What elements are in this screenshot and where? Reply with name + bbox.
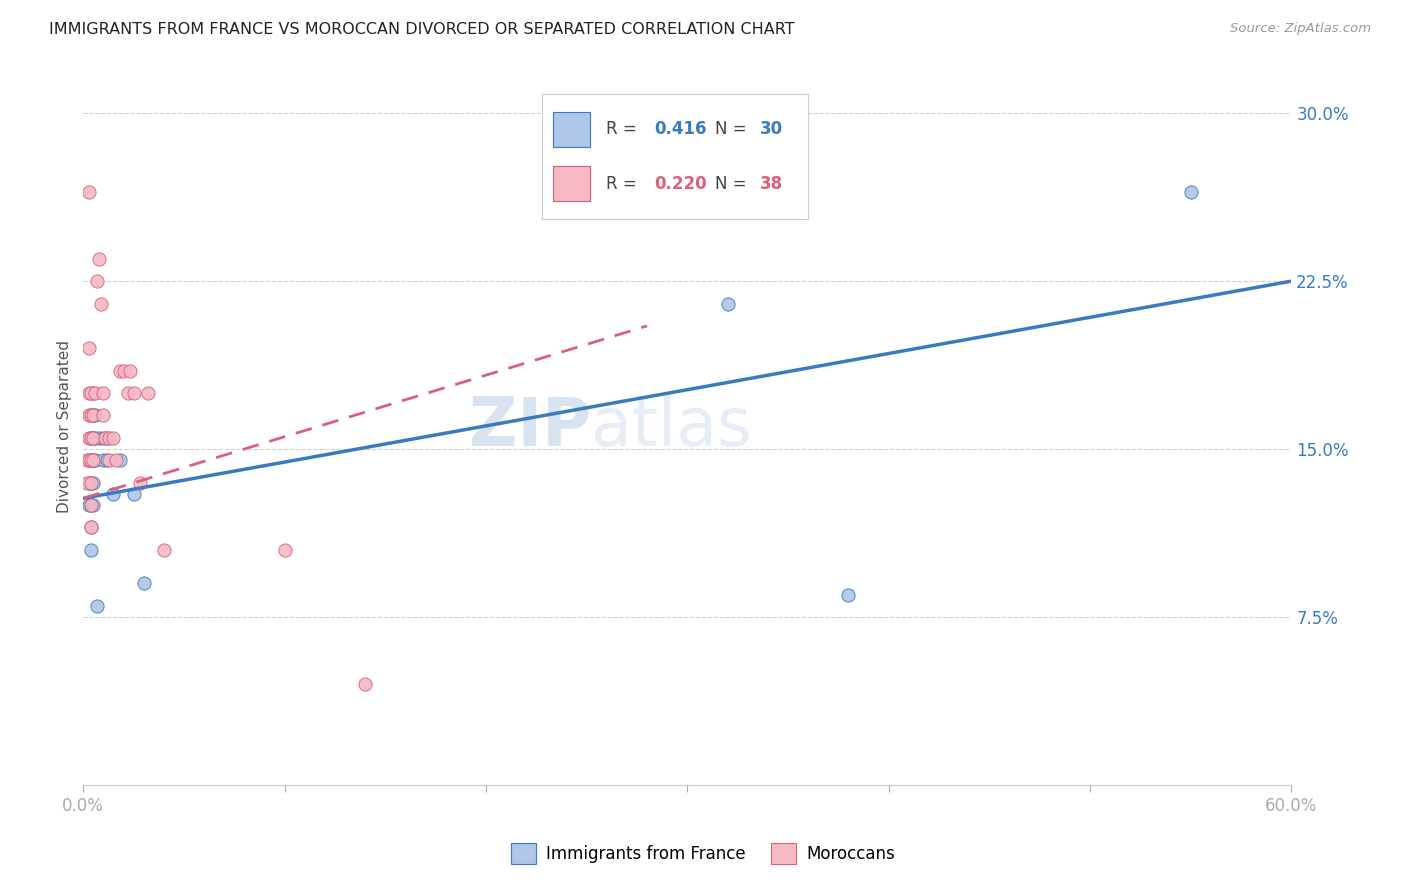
Point [153,542,176,557]
Point [103,431,125,445]
Point [93,409,115,423]
Point [82,409,104,423]
Point [80,431,103,445]
Point [89,252,111,266]
Point [79,498,101,512]
Point [80,431,103,445]
Point [82,475,104,490]
Point [98,431,121,445]
Point [117,386,139,401]
Text: IMMIGRANTS FROM FRANCE VS MOROCCAN DIVORCED OR SEPARATED CORRELATION CHART: IMMIGRANTS FROM FRANCE VS MOROCCAN DIVOR… [49,22,794,37]
Point [79,475,101,490]
Point [80,409,103,423]
Point [1180,185,1202,199]
Point [79,409,101,423]
Point [80,453,103,467]
Point [84,431,107,445]
Point [89,431,111,445]
Point [112,364,135,378]
Legend: Immigrants from France, Moroccans: Immigrants from France, Moroccans [505,837,901,871]
Point [82,409,104,423]
Point [80,542,103,557]
Point [80,386,103,401]
Point [90,296,112,310]
Point [79,341,101,355]
Point [76,453,98,467]
Point [82,453,104,467]
Point [93,431,115,445]
Point [103,487,125,501]
Point [82,498,104,512]
Point [104,453,127,467]
Point [80,498,103,512]
Point [80,498,103,512]
Text: ZIP: ZIP [468,393,591,459]
Point [108,453,131,467]
Point [80,520,103,534]
Point [82,431,104,445]
Point [84,453,107,467]
Point [80,475,103,490]
Point [108,364,131,378]
Point [84,386,107,401]
Point [716,296,738,310]
Point [80,520,103,534]
Text: Source: ZipAtlas.com: Source: ZipAtlas.com [1230,22,1371,36]
Point [122,386,145,401]
Point [80,475,103,490]
Point [118,364,141,378]
Point [96,453,118,467]
Point [82,386,104,401]
Point [837,587,859,601]
Point [354,677,377,691]
Point [93,386,115,401]
Point [86,599,108,613]
Point [82,453,104,467]
Point [79,185,101,199]
Point [132,576,155,591]
Point [96,431,118,445]
Y-axis label: Divorced or Separated: Divorced or Separated [58,340,72,513]
Point [273,542,295,557]
Point [93,453,115,467]
Point [80,453,103,467]
Point [136,386,159,401]
Point [84,409,107,423]
Point [76,475,98,490]
Point [122,487,145,501]
Point [79,431,101,445]
Point [79,386,101,401]
Point [94,431,117,445]
Point [82,431,104,445]
Point [128,475,150,490]
Point [86,274,108,288]
Point [79,453,101,467]
Point [98,453,121,467]
Text: atlas: atlas [591,393,752,459]
